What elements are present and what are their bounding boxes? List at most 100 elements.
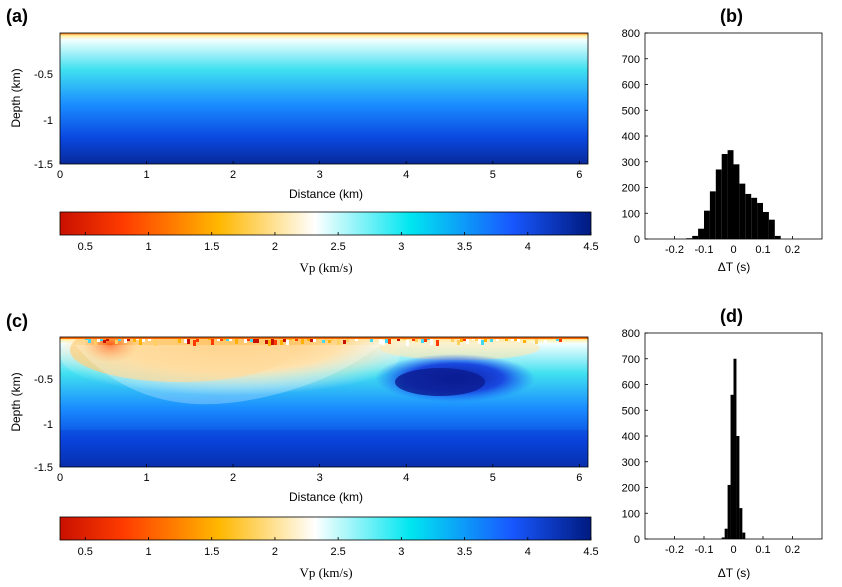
histogram-bar — [774, 235, 781, 239]
noise-cell — [484, 338, 487, 342]
x-tick-label: 0 — [57, 169, 63, 181]
noise-cell — [256, 339, 259, 343]
colorbar-tick-label: 3 — [398, 546, 404, 558]
noise-cell — [268, 340, 271, 346]
surface-line — [60, 337, 588, 339]
y-tick-label: 200 — [622, 183, 640, 195]
y-tick-label: 200 — [622, 483, 640, 495]
noise-cell — [88, 337, 91, 343]
panel-d-xlabel: ΔT (s) — [718, 566, 750, 580]
y-tick-label: 700 — [622, 54, 640, 66]
noise-cell — [388, 338, 391, 344]
noise-cell — [436, 340, 439, 346]
x-tick-label: 1 — [143, 472, 149, 484]
noise-cell — [511, 338, 514, 341]
histogram-bar — [768, 219, 775, 239]
panel-a: (a) Depth (km) -0.5 -1 -1.5 0 1 2 3 4 5 6 Dist… — [6, 6, 599, 275]
noise-cell — [544, 340, 547, 343]
histogram-bar — [733, 164, 740, 239]
panel-d-xticks: -0.2 -0.1 0 0.1 0.2 — [665, 536, 800, 556]
noise-cell — [310, 339, 313, 342]
histogram-bar — [757, 202, 763, 239]
panel-a-ylabel: Depth (km) — [9, 68, 23, 127]
noise-cell — [523, 340, 526, 343]
colorbar-tick-label: 4 — [525, 241, 531, 253]
noise-cell — [253, 339, 256, 343]
noise-cell — [265, 340, 268, 344]
noise-cell — [322, 340, 325, 343]
panel-c-label: (c) — [6, 311, 28, 331]
panel-a-ytick: -1 — [43, 115, 53, 127]
histogram-bar — [739, 508, 743, 539]
noise-cell — [196, 337, 199, 342]
panel-c-ylabel: Depth (km) — [9, 372, 23, 431]
panel-a-ytick: -1.5 — [34, 159, 53, 171]
noise-cell — [271, 339, 274, 345]
noise-cell — [124, 337, 127, 343]
colorbar-tick-label: 2 — [272, 546, 278, 558]
noise-cell — [115, 340, 118, 344]
noise-cell — [295, 338, 298, 341]
panel-a-xticks: 0 1 2 3 4 5 6 — [57, 161, 582, 181]
y-tick-label: 700 — [622, 354, 640, 366]
x-tick-label: 0.1 — [755, 244, 770, 256]
noise-cell — [337, 339, 340, 345]
y-tick-label: 800 — [622, 28, 640, 40]
noise-cell — [460, 339, 463, 342]
panel-a-ytick: -0.5 — [34, 69, 53, 81]
histogram-bar — [692, 235, 699, 239]
noise-cell — [355, 338, 358, 341]
noise-cell — [331, 338, 334, 341]
noise-cell — [385, 339, 388, 343]
panel-a-velocity-map — [60, 33, 588, 164]
panel-a-colorbar-label: Vp (km/s) — [299, 260, 352, 275]
noise-cell — [292, 337, 295, 343]
panel-a-label: (a) — [6, 6, 28, 26]
histogram-bar — [745, 193, 752, 239]
colorbar-tick-label: 1 — [145, 546, 151, 558]
y-tick-label: 600 — [622, 80, 640, 92]
histogram-bar — [736, 436, 740, 539]
noise-cell — [382, 340, 385, 345]
y-tick-label: 100 — [622, 508, 640, 520]
x-tick-label: 0.2 — [785, 244, 800, 256]
histogram-bar — [724, 528, 728, 539]
noise-cell — [139, 339, 142, 345]
noise-cell — [379, 339, 382, 344]
x-tick-label: 6 — [576, 169, 582, 181]
noise-cell — [229, 338, 232, 341]
noise-cell — [94, 340, 97, 345]
noise-cell — [280, 340, 283, 345]
histogram-bar — [730, 394, 734, 539]
noise-cell — [457, 340, 460, 345]
y-tick-label: 500 — [622, 405, 640, 417]
histogram-bar — [727, 150, 734, 239]
x-tick-label: 0.2 — [785, 544, 800, 556]
noise-cell — [328, 340, 331, 343]
y-tick-label: 300 — [622, 157, 640, 169]
noise-cell — [466, 339, 469, 344]
noise-cell — [103, 340, 106, 343]
noise-cell — [517, 339, 520, 342]
colorbar-tick-label: 3.5 — [457, 546, 472, 558]
panel-b-label: (b) — [720, 6, 743, 26]
noise-cell — [235, 338, 238, 344]
panel-c-ytick: -1 — [43, 419, 53, 431]
noise-cell — [490, 338, 493, 342]
x-tick-label: 2 — [230, 472, 236, 484]
x-tick-label: -0.1 — [695, 544, 714, 556]
panel-c-colorbar-ticks: 0.5 1 1.5 2 2.5 3 3.5 4 4.5 — [78, 537, 599, 558]
histogram-bar — [698, 228, 704, 239]
noise-cell — [100, 338, 103, 341]
x-tick-label: 0.1 — [755, 544, 770, 556]
histogram-bar — [742, 532, 746, 539]
noise-cell — [421, 339, 424, 343]
y-tick-label: 0 — [634, 534, 640, 546]
y-tick-label: 400 — [622, 431, 640, 443]
x-tick-label: 4 — [403, 472, 409, 484]
noise-cell — [274, 340, 277, 345]
noise-cell — [415, 337, 418, 342]
colorbar-tick-label: 4.5 — [583, 241, 598, 253]
